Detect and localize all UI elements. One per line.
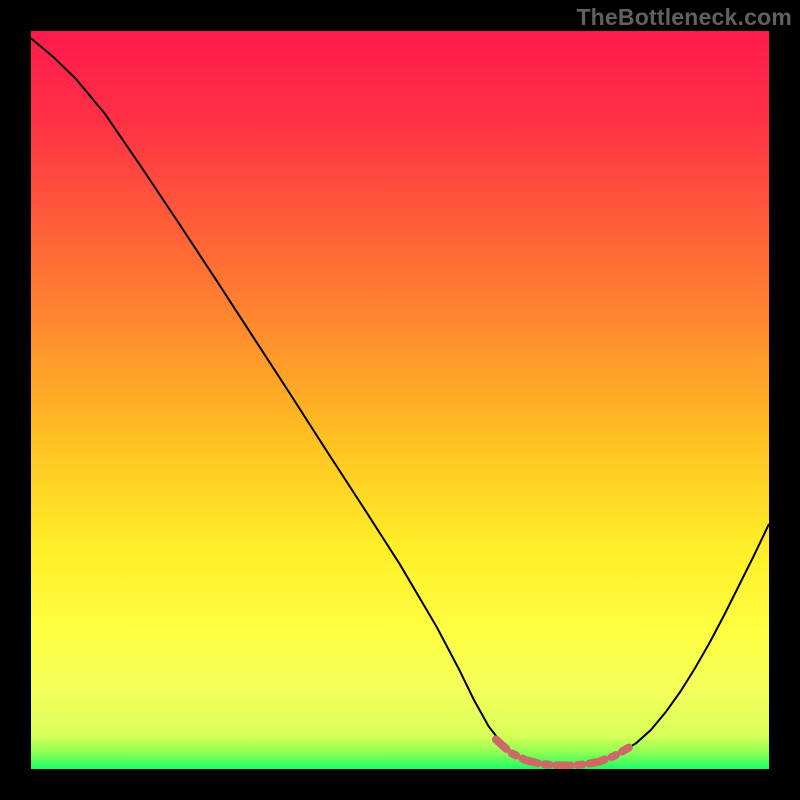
watermark-label: TheBottleneck.com bbox=[576, 4, 792, 31]
plot-svg bbox=[31, 31, 769, 769]
plot-area bbox=[31, 31, 769, 769]
chart-container: TheBottleneck.com bbox=[0, 0, 800, 800]
gradient-rect bbox=[31, 31, 769, 769]
